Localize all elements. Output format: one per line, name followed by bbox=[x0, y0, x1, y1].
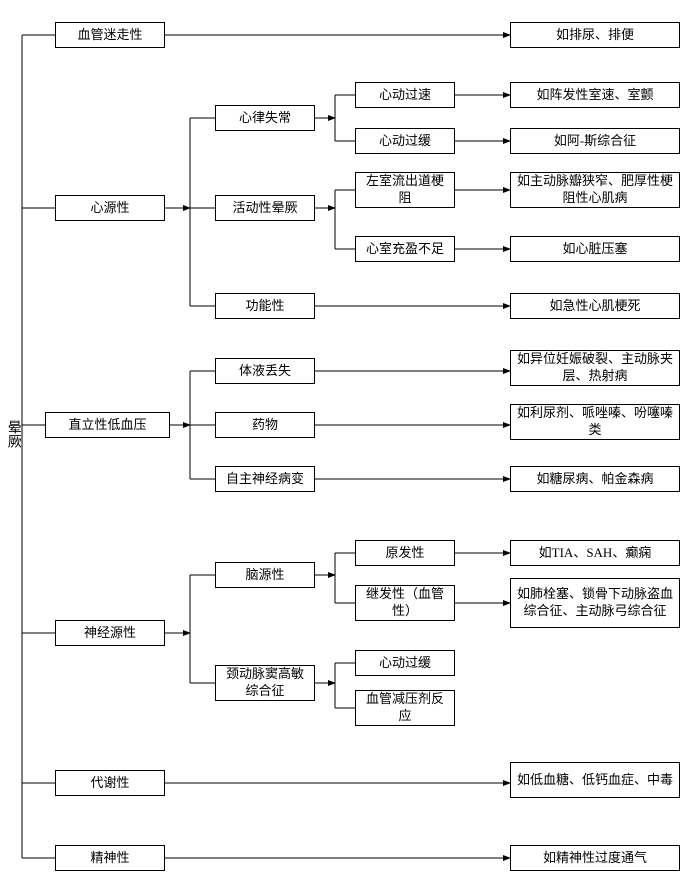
node-vasovagal: 血管迷走性 bbox=[55, 22, 165, 48]
leaf-functional: 如急性心肌梗死 bbox=[510, 293, 680, 319]
leaf-underfilling: 如心脏压塞 bbox=[510, 236, 680, 262]
node-bradycardia: 心动过缓 bbox=[355, 128, 455, 154]
node-neurogenic: 神经源性 bbox=[55, 620, 165, 646]
node-orthostatic: 直立性低血压 bbox=[45, 412, 170, 438]
node-tachycardia: 心动过速 bbox=[355, 82, 455, 108]
node-drugs: 药物 bbox=[215, 412, 315, 438]
leaf-fluidloss: 如异位妊娠破裂、主动脉夹层、热射病 bbox=[510, 350, 680, 386]
node-psychogenic: 精神性 bbox=[55, 845, 165, 871]
leaf-primary: 如TIA、SAH、癫痫 bbox=[510, 540, 680, 566]
leaf-lvoto: 如主动脉瓣狭窄、肥厚性梗阻性心肌病 bbox=[510, 172, 680, 208]
node-arrhythmia: 心律失常 bbox=[215, 105, 315, 131]
node-csh-bradycardia: 心动过缓 bbox=[355, 650, 455, 676]
leaf-vasovagal: 如排尿、排便 bbox=[510, 22, 680, 48]
node-fluidloss: 体液丢失 bbox=[215, 358, 315, 384]
node-primary: 原发性 bbox=[355, 540, 455, 566]
leaf-autonomic: 如糖尿病、帕金森病 bbox=[510, 466, 680, 492]
node-exertional: 活动性晕厥 bbox=[215, 195, 315, 221]
node-functional: 功能性 bbox=[215, 293, 315, 319]
node-secondary: 继发性（血管性） bbox=[355, 585, 455, 621]
node-autonomic: 自主神经病变 bbox=[215, 466, 315, 492]
root-label: 晕厥 bbox=[4, 420, 21, 448]
leaf-psychogenic: 如精神性过度通气 bbox=[510, 845, 680, 871]
leaf-drugs: 如利尿剂、哌唑嗪、吩噻嗪类 bbox=[510, 404, 680, 440]
leaf-secondary: 如肺栓塞、锁骨下动脉盗血综合征、主动脉弓综合征 bbox=[510, 578, 680, 628]
node-lvoto: 左室流出道梗阻 bbox=[355, 172, 455, 208]
node-cerebral: 脑源性 bbox=[215, 562, 315, 588]
node-cardiogenic: 心源性 bbox=[55, 195, 165, 221]
node-underfilling: 心室充盈不足 bbox=[355, 236, 455, 262]
leaf-tachycardia: 如阵发性室速、室颤 bbox=[510, 82, 680, 108]
leaf-metabolic: 如低血糖、低钙血症、中毒 bbox=[510, 762, 680, 798]
node-carotidsinus: 颈动脉窦高敏综合征 bbox=[215, 665, 315, 701]
leaf-bradycardia: 如阿-斯综合征 bbox=[510, 128, 680, 154]
node-metabolic: 代谢性 bbox=[55, 770, 165, 796]
node-vasodepressor: 血管减压剂反应 bbox=[355, 690, 455, 726]
